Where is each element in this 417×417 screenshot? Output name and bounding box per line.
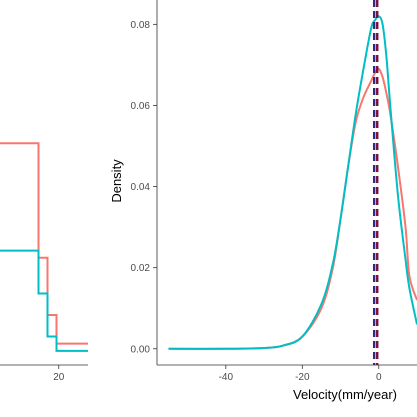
density-series-0-line [168, 67, 417, 350]
density-x-tick-label: 0 [376, 372, 382, 383]
density-y-tick-label: 0.02 [131, 263, 151, 274]
density-x-axis-title: Velocity(mm/year) [293, 387, 397, 402]
density-series-1-line [168, 15, 417, 350]
hist-x-tick-label: 20 [53, 372, 65, 383]
hist-series-0-outline [0, 142, 88, 345]
density-y-tick-label: 0.08 [131, 20, 151, 31]
density-y-axis-title: Density [109, 159, 124, 203]
density-x-tick-label: -40 [219, 372, 234, 383]
hist-series-1-outline [0, 249, 88, 352]
density-x-tick-label: -20 [295, 372, 310, 383]
density-y-tick-label: 0.00 [131, 344, 151, 355]
density-y-tick-label: 0.06 [131, 101, 151, 112]
density-y-tick-label: 0.04 [131, 182, 151, 193]
